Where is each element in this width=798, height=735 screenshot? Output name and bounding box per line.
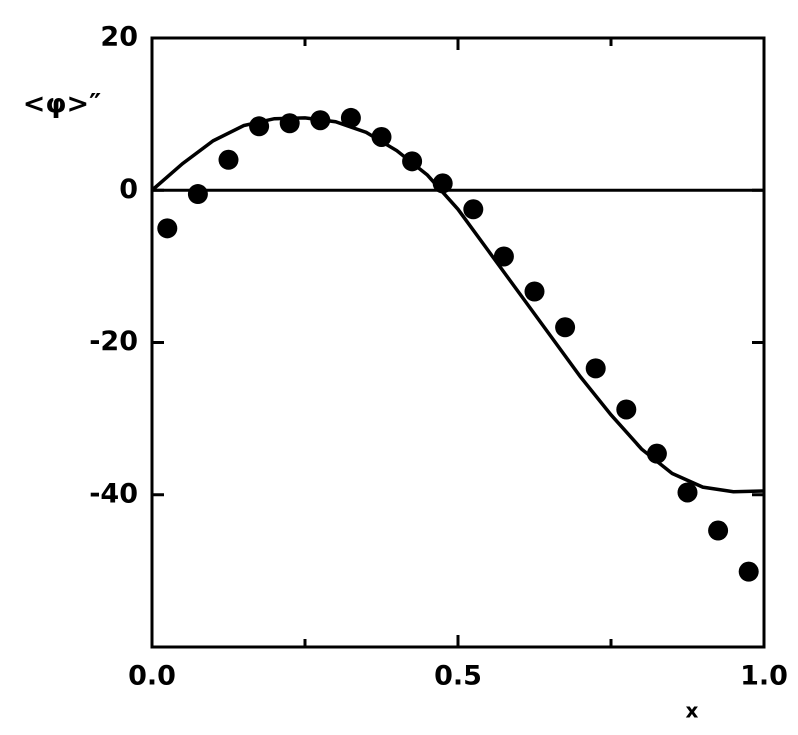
x-tick-label: 1.0 — [740, 661, 788, 692]
y-tick-label: 20 — [100, 22, 138, 53]
x-axis-label: x — [686, 699, 699, 723]
data-point — [616, 399, 637, 420]
data-point — [187, 184, 208, 205]
data-point — [708, 520, 729, 541]
data-point — [493, 246, 514, 267]
y-tick-label: -20 — [89, 326, 138, 357]
x-tick-label: 0.0 — [128, 661, 176, 692]
data-point — [371, 126, 392, 147]
data-point — [157, 218, 178, 239]
data-point — [585, 358, 606, 379]
data-point — [677, 482, 698, 503]
data-point — [218, 149, 239, 170]
x-tick-label: 0.5 — [434, 661, 482, 692]
data-point — [738, 561, 759, 582]
y-tick-label: 0 — [119, 174, 138, 205]
y-tick-label: -40 — [89, 478, 138, 509]
data-point — [279, 113, 300, 134]
data-point — [524, 281, 545, 302]
curve — [150, 116, 765, 494]
data-point — [340, 107, 361, 128]
data-point — [555, 317, 576, 338]
y-axis-label: <φ>″ — [23, 89, 101, 120]
data-point — [463, 199, 484, 220]
plot-frame — [150, 36, 766, 649]
